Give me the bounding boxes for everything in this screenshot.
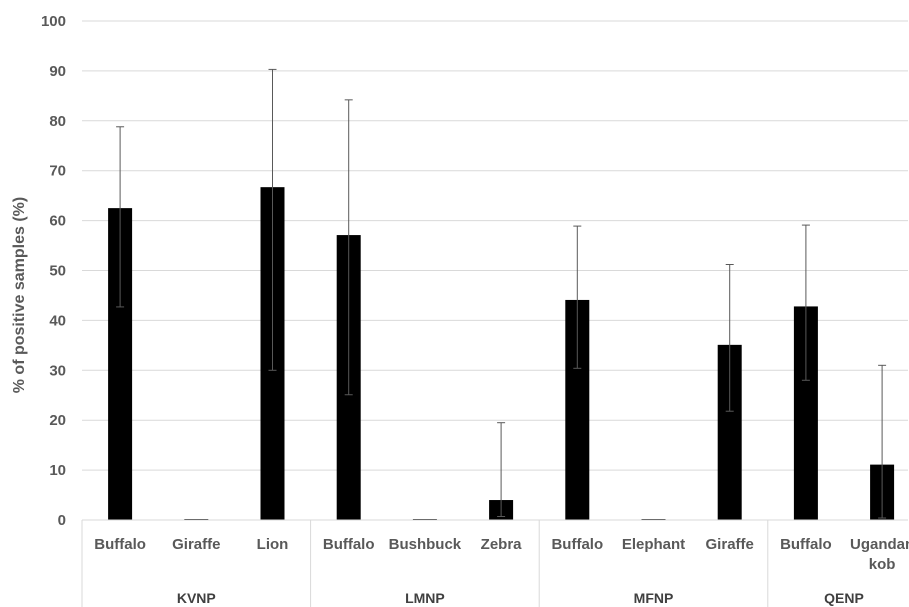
x-tick-label: Elephant bbox=[622, 536, 685, 553]
group-label: QENP bbox=[824, 590, 864, 606]
x-tick-label: Bushbuck bbox=[389, 536, 462, 553]
x-tick-label: Buffalo bbox=[780, 536, 832, 553]
y-tick-label: 30 bbox=[49, 362, 66, 379]
y-tick-label: 90 bbox=[49, 63, 66, 80]
axes bbox=[81, 519, 908, 607]
labels: 0 10 20 30 40 50 60 70 80 90 100 Buffalo Giraffe Lion… bbox=[41, 13, 909, 606]
x-tick-label: Giraffe bbox=[706, 536, 754, 553]
x-tick-label: Giraffe bbox=[172, 536, 220, 553]
x-tick-label: Buffalo bbox=[94, 536, 146, 553]
bars bbox=[108, 68, 895, 521]
x-tick-label: Lion bbox=[257, 536, 289, 553]
y-tick-label: 100 bbox=[41, 13, 66, 30]
group-label: LMNP bbox=[405, 590, 445, 606]
x-tick-label: Zebra bbox=[481, 536, 523, 553]
x-tick-label: kob bbox=[869, 556, 896, 573]
x-tick-label: Buffalo bbox=[551, 536, 603, 553]
y-tick-label: 20 bbox=[49, 412, 66, 429]
group-label: MFNP bbox=[634, 590, 674, 606]
y-tick-label: 70 bbox=[49, 163, 66, 180]
y-tick-label: 10 bbox=[49, 462, 66, 479]
x-tick-label: Buffalo bbox=[323, 536, 375, 553]
y-axis-title: % of positive samples (%) bbox=[11, 197, 28, 394]
group-label: KVNP bbox=[177, 590, 216, 606]
x-tick-label: Ugandan bbox=[850, 536, 909, 553]
y-tick-label: 50 bbox=[49, 263, 66, 280]
y-tick-label: 80 bbox=[49, 113, 66, 130]
y-tick-label: 40 bbox=[49, 312, 66, 329]
gridlines bbox=[82, 20, 908, 471]
y-tick-label: 0 bbox=[58, 512, 66, 529]
y-tick-label: 60 bbox=[49, 213, 66, 230]
